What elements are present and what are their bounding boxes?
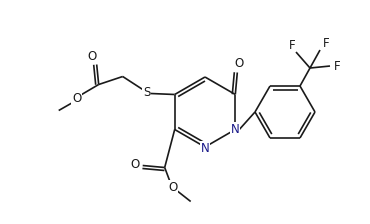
Text: F: F xyxy=(289,39,295,52)
Text: N: N xyxy=(231,123,240,136)
Text: O: O xyxy=(168,181,177,194)
Text: S: S xyxy=(143,86,150,99)
Text: O: O xyxy=(235,57,244,70)
Text: N: N xyxy=(201,142,209,155)
Text: O: O xyxy=(87,50,96,63)
Text: O: O xyxy=(130,158,139,171)
Text: F: F xyxy=(334,60,340,73)
Text: F: F xyxy=(323,37,329,50)
Text: O: O xyxy=(72,92,81,105)
